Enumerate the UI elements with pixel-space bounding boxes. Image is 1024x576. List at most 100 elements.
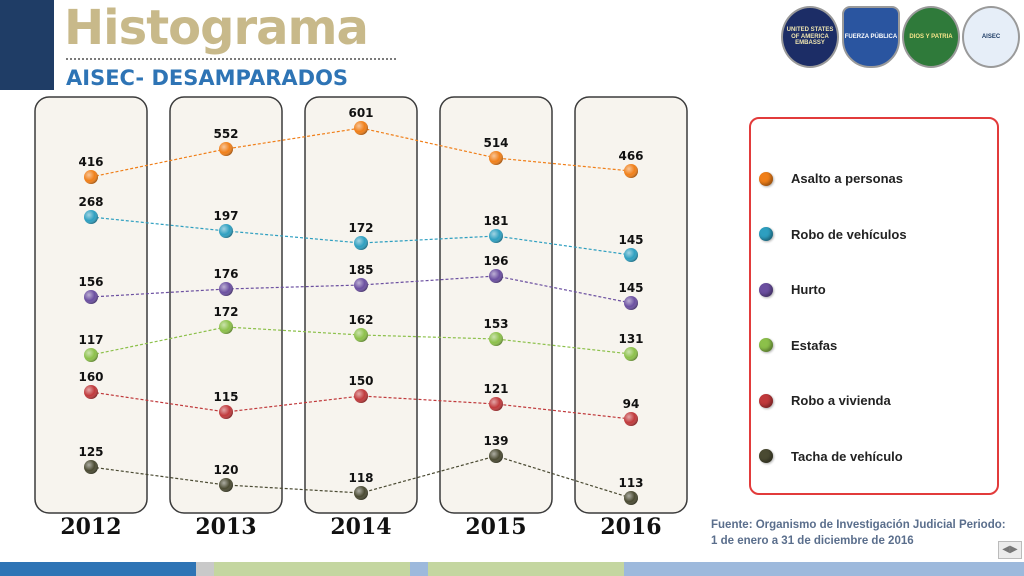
data-point-shade-3-3 <box>489 332 503 346</box>
data-point-shade-0-0 <box>84 170 98 184</box>
data-label-5-1: 120 <box>213 463 238 477</box>
source-line-2: 1 de enero a 31 de diciembre de 2016 <box>711 535 914 548</box>
series-line-3 <box>90 326 632 356</box>
aisec-logo: AISEC <box>962 6 1020 68</box>
data-label-4-1: 115 <box>213 390 238 404</box>
x-tick-2014: 2014 <box>330 514 391 540</box>
legend-item-3: Estafas <box>759 338 837 353</box>
data-label-3-1: 172 <box>213 305 238 319</box>
data-label-4-4: 94 <box>623 397 640 411</box>
year-column-2012 <box>34 96 148 514</box>
data-label-1-0: 268 <box>78 195 103 209</box>
data-point-shade-0-3 <box>489 151 503 165</box>
source-note: Fuente: Organismo de Investigación Judic… <box>711 517 1011 549</box>
data-label-5-0: 125 <box>78 445 103 459</box>
header-accent-bar <box>0 0 54 90</box>
legend-marker-2 <box>759 282 773 297</box>
page-subtitle: AISEC- DESAMPARADOS <box>66 66 349 90</box>
bottom-bar-segment-2 <box>214 562 410 576</box>
data-label-3-2: 162 <box>348 313 373 327</box>
data-label-0-2: 601 <box>348 106 373 120</box>
data-point-shade-1-3 <box>489 229 503 243</box>
data-point-shade-5-2 <box>354 486 368 500</box>
data-label-2-0: 156 <box>78 275 103 289</box>
data-point-shade-4-4 <box>624 412 638 426</box>
legend-item-5: Tacha de vehículo <box>759 449 903 464</box>
data-point-shade-2-1 <box>219 282 233 296</box>
data-label-0-3: 514 <box>483 136 508 150</box>
data-label-0-1: 552 <box>213 127 238 141</box>
data-point-shade-2-2 <box>354 278 368 292</box>
data-label-4-2: 150 <box>348 374 373 388</box>
x-tick-2012: 2012 <box>60 514 121 540</box>
slide-nav-icon[interactable]: ◀▶ <box>998 541 1022 559</box>
page-title: Histograma <box>64 0 369 56</box>
legend-marker-0 <box>759 171 773 186</box>
legend-label-0: Asalto a personas <box>791 171 903 186</box>
data-point-shade-3-2 <box>354 328 368 342</box>
line-chart: 2012 2013 2014 2015 2016 416 552 601 514 466 268 19… <box>34 96 688 540</box>
data-point-shade-4-2 <box>354 389 368 403</box>
data-label-2-4: 145 <box>618 281 643 295</box>
data-label-4-3: 121 <box>483 382 508 396</box>
data-label-3-0: 117 <box>78 333 103 347</box>
data-point-shade-5-0 <box>84 460 98 474</box>
data-label-0-4: 466 <box>618 149 643 163</box>
data-point-shade-3-1 <box>219 320 233 334</box>
data-label-2-2: 185 <box>348 263 373 277</box>
data-label-2-1: 176 <box>213 267 238 281</box>
data-point-shade-1-0 <box>84 210 98 224</box>
bottom-bar-segment-3 <box>410 562 428 576</box>
year-column-2015 <box>439 96 553 514</box>
data-point-shade-5-4 <box>624 491 638 505</box>
legend-item-4: Robo a vivienda <box>759 393 891 408</box>
data-point-shade-3-4 <box>624 347 638 361</box>
legend-label-3: Estafas <box>791 337 838 353</box>
year-column-2014 <box>304 96 418 514</box>
bottom-bar-segment-1 <box>196 562 214 576</box>
data-point-shade-3-0 <box>84 348 98 362</box>
bottom-bar-segment-4 <box>428 562 624 576</box>
data-point-shade-5-3 <box>489 449 503 463</box>
year-column-2013 <box>169 96 283 514</box>
data-label-1-3: 181 <box>483 214 508 228</box>
title-divider <box>66 58 396 60</box>
data-label-1-2: 172 <box>348 221 373 235</box>
legend-label-5: Tacha de vehículo <box>791 448 903 464</box>
legend-marker-3 <box>759 338 773 352</box>
data-point-shade-4-1 <box>219 405 233 419</box>
us-embassy-seal-logo: UNITED STATES OF AMERICA EMBASSY <box>781 6 839 68</box>
bottom-bar-segment-5 <box>624 562 1024 576</box>
x-tick-2013: 2013 <box>195 514 256 540</box>
data-point-shade-2-4 <box>624 296 638 310</box>
chart-legend: Asalto a personas Robo de vehículos Hurto E… <box>749 117 999 495</box>
data-point-shade-5-1 <box>219 478 233 492</box>
legend-marker-1 <box>759 227 773 241</box>
data-label-5-2: 118 <box>348 471 373 485</box>
legend-marker-4 <box>759 393 773 408</box>
legend-marker-5 <box>759 449 773 463</box>
series-line-0 <box>90 127 632 178</box>
legend-label-1: Robo de vehículos <box>791 226 907 242</box>
police-crest-logo: DIOS Y PATRIA <box>902 6 960 68</box>
data-label-3-4: 131 <box>618 332 643 346</box>
legend-item-2: Hurto <box>759 282 826 297</box>
bottom-bar-segment-0 <box>0 562 196 576</box>
data-label-4-0: 160 <box>78 370 103 384</box>
legend-item-0: Asalto a personas <box>759 171 903 186</box>
x-tick-2015: 2015 <box>465 514 526 540</box>
data-label-3-3: 153 <box>483 317 508 331</box>
x-tick-2016: 2016 <box>600 514 661 540</box>
data-point-shade-1-4 <box>624 248 638 262</box>
data-point-shade-1-2 <box>354 236 368 250</box>
data-point-shade-4-3 <box>489 397 503 411</box>
data-label-1-4: 145 <box>618 233 643 247</box>
legend-label-2: Hurto <box>791 282 826 297</box>
data-point-shade-0-2 <box>354 121 368 135</box>
data-label-2-3: 196 <box>483 254 508 268</box>
data-label-5-3: 139 <box>483 434 508 448</box>
legend-label-4: Robo a vivienda <box>791 393 891 408</box>
data-label-5-4: 113 <box>618 476 643 490</box>
data-label-0-0: 416 <box>78 155 103 169</box>
data-label-1-1: 197 <box>213 209 238 223</box>
